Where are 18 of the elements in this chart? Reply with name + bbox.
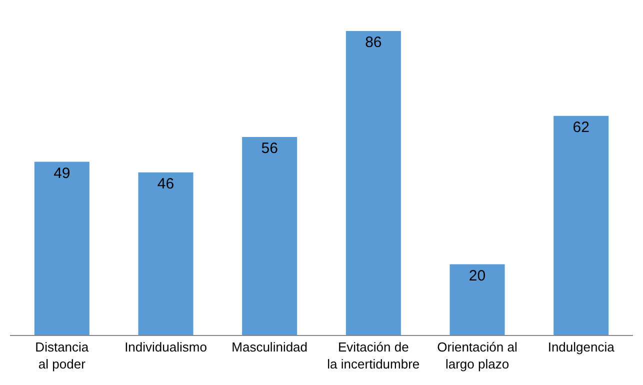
bar: [346, 31, 401, 335]
data-label: 46: [157, 175, 174, 192]
x-tick-label: Orientación al largo plazo: [437, 340, 518, 372]
bar: [450, 264, 505, 335]
x-tick-label: Evitación de la incertidumbre: [327, 340, 420, 372]
data-label: 20: [468, 267, 486, 284]
x-tick-label: Distancia al poder: [35, 340, 90, 372]
bar: [554, 116, 609, 335]
x-tick-label: Masculinidad: [232, 340, 308, 355]
data-label: 86: [365, 34, 382, 51]
bar: [242, 137, 298, 335]
x-tick-label: Indulgencia: [548, 340, 616, 355]
data-label: 56: [261, 140, 278, 158]
data-label: 62: [572, 118, 590, 136]
x-tick-label: Individualismo: [124, 340, 207, 355]
data-label: 49: [54, 164, 70, 182]
bar: [34, 162, 90, 335]
bar: [138, 172, 194, 335]
